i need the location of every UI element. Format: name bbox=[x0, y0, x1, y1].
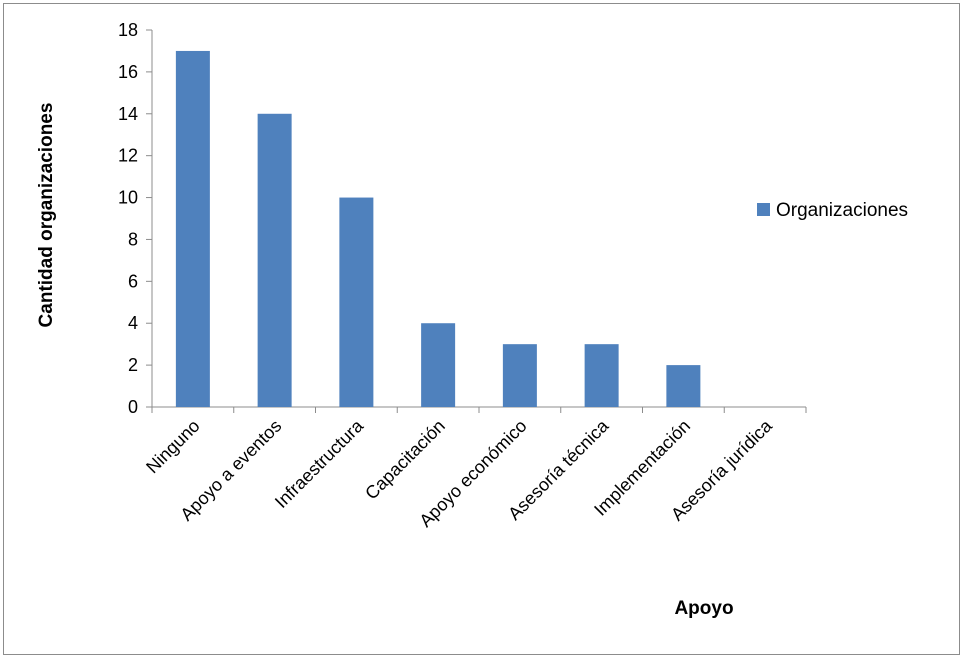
y-tick-label: 18 bbox=[118, 20, 138, 40]
chart-frame bbox=[3, 3, 960, 655]
y-axis-title: Cantidad organizaciones bbox=[36, 103, 57, 328]
x-axis-title: Apoyo bbox=[674, 598, 733, 619]
y-tick-label: 16 bbox=[118, 62, 138, 82]
y-tick-label: 8 bbox=[128, 229, 138, 249]
y-tick-label: 12 bbox=[118, 146, 138, 166]
legend-label: Organizaciones bbox=[776, 200, 908, 221]
bar-0 bbox=[175, 50, 210, 407]
bar-1 bbox=[257, 113, 292, 408]
legend: Organizaciones bbox=[757, 200, 908, 221]
y-tick-label: 14 bbox=[118, 104, 138, 124]
x-tick-label: Infraestructura bbox=[271, 415, 368, 512]
y-tick-label: 6 bbox=[128, 271, 138, 291]
x-axis bbox=[151, 406, 807, 413]
bar-5 bbox=[584, 344, 619, 407]
legend-swatch bbox=[757, 203, 770, 216]
x-tick-label: Ninguno bbox=[142, 416, 204, 478]
y-tick-label: 2 bbox=[128, 355, 138, 375]
bars bbox=[175, 50, 701, 408]
bar-2 bbox=[339, 197, 374, 407]
bar-6 bbox=[666, 365, 701, 407]
bar-4 bbox=[502, 344, 537, 407]
y-tick-label: 0 bbox=[128, 397, 138, 417]
bar-3 bbox=[421, 323, 456, 407]
y-tick-label: 10 bbox=[118, 188, 138, 208]
y-axis: 0 2 4 6 8 10 12 14 16 18 bbox=[118, 20, 153, 417]
x-tick-label: Capacitación bbox=[361, 416, 449, 504]
y-tick-label: 4 bbox=[128, 313, 138, 333]
